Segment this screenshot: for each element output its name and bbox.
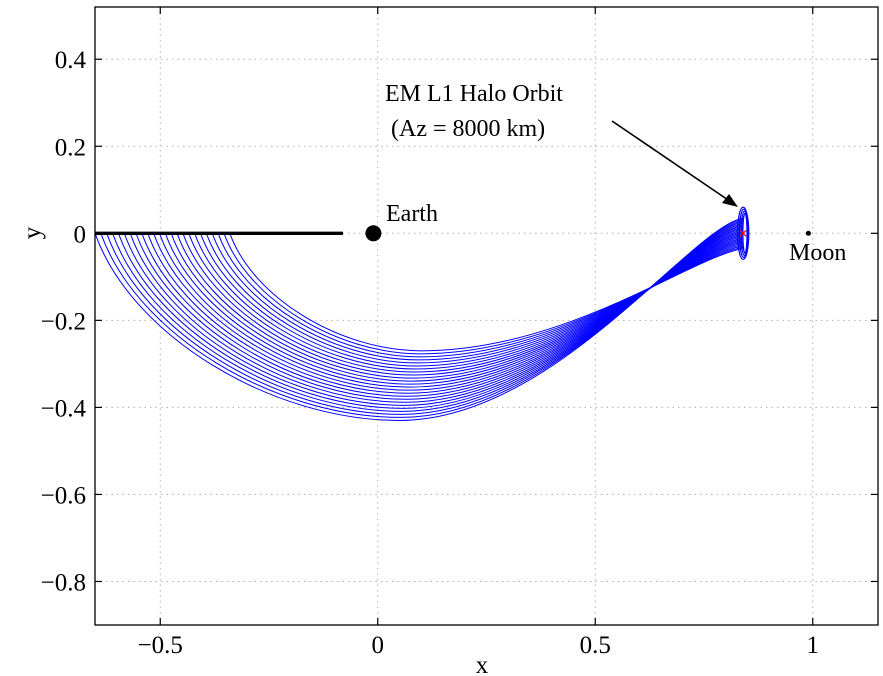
trajectory-23: [229, 233, 744, 352]
halo-arrow-head: [722, 194, 738, 207]
earth-label: Earth: [386, 201, 438, 227]
halo-arrow-shaft: [611, 120, 735, 205]
halo-label-line1: EM L1 Halo Orbit: [385, 81, 563, 107]
moon-label: Moon: [789, 240, 846, 266]
ticks: −0.5 0 0.5 1 0.4 0.2 0 −0.2 −0.4 −0.6 −0.8: [41, 7, 878, 659]
y-tick-label-6: −0.8: [41, 569, 86, 596]
plot-frame: [94, 6, 879, 626]
y-tick-label-1: 0.2: [55, 134, 86, 161]
x-tick-label-1: 0: [372, 632, 385, 659]
plot-area: [95, 7, 878, 625]
halo-label-line2: (Az = 8000 km): [391, 116, 545, 142]
x-axis-label: x: [476, 652, 489, 676]
earth-marker: [365, 225, 382, 242]
y-tick-label-3: −0.2: [41, 308, 86, 335]
moon-marker: [805, 230, 811, 236]
y-tick-label-0: 0.4: [55, 47, 87, 74]
trajectory-bundle: [95, 217, 744, 421]
y-tick-label-4: −0.4: [41, 395, 87, 422]
x-tick-label-2: 0.5: [580, 632, 611, 659]
y-tick-label-5: −0.6: [41, 482, 86, 509]
halo-center-marker-2: [739, 229, 747, 237]
y-axis-label: y: [19, 226, 46, 239]
x-tick-label-0: −0.5: [138, 632, 183, 659]
y-tick-label-2: 0: [74, 221, 87, 248]
chart-marks: [95, 206, 811, 261]
x-tick-label-3: 1: [807, 632, 820, 659]
